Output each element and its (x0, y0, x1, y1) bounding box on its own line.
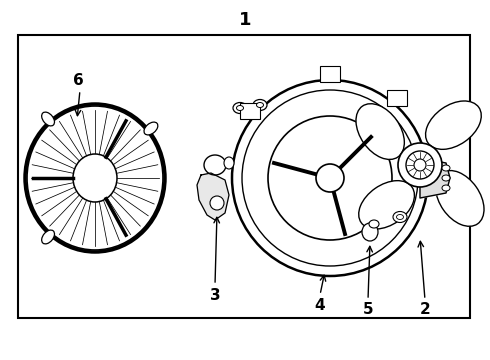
Ellipse shape (359, 181, 415, 229)
Text: 6: 6 (73, 72, 83, 87)
Ellipse shape (396, 215, 403, 220)
Ellipse shape (233, 103, 247, 113)
Circle shape (232, 80, 428, 276)
Ellipse shape (73, 154, 117, 202)
Polygon shape (420, 158, 450, 198)
Circle shape (210, 196, 224, 210)
Bar (18, 35, 470, 318)
Text: 4: 4 (315, 297, 325, 312)
Ellipse shape (253, 99, 267, 111)
Ellipse shape (369, 220, 379, 228)
Ellipse shape (362, 223, 378, 241)
Bar (387, 90, 407, 106)
Ellipse shape (442, 165, 450, 171)
Circle shape (406, 151, 434, 179)
Circle shape (414, 159, 426, 171)
Ellipse shape (442, 185, 450, 191)
Ellipse shape (442, 175, 450, 181)
Bar (320, 66, 340, 82)
Ellipse shape (27, 106, 163, 250)
Ellipse shape (256, 103, 264, 108)
Ellipse shape (204, 155, 226, 175)
Ellipse shape (436, 171, 484, 226)
Ellipse shape (237, 105, 244, 111)
Bar (240, 103, 260, 119)
Ellipse shape (42, 230, 54, 244)
Ellipse shape (425, 101, 481, 149)
Ellipse shape (393, 212, 407, 222)
Circle shape (268, 116, 392, 240)
Ellipse shape (356, 104, 404, 159)
Text: 3: 3 (210, 288, 220, 302)
Polygon shape (197, 173, 229, 220)
Text: 2: 2 (419, 302, 430, 318)
Circle shape (398, 143, 442, 187)
Ellipse shape (144, 122, 158, 135)
Ellipse shape (42, 112, 54, 126)
Circle shape (316, 164, 344, 192)
Ellipse shape (224, 157, 234, 169)
Text: 1: 1 (239, 11, 251, 29)
Text: 5: 5 (363, 302, 373, 318)
